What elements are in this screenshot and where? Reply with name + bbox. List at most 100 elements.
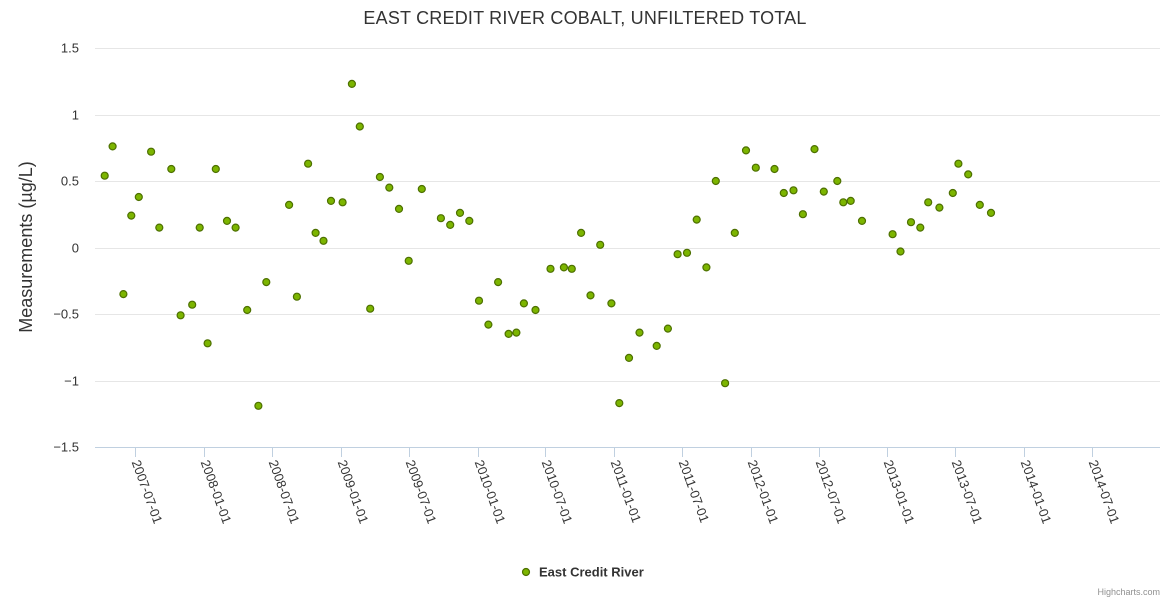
data-point[interactable]: [711, 176, 720, 186]
data-point[interactable]: [741, 146, 751, 155]
data-point[interactable]: [975, 200, 984, 209]
data-point[interactable]: [465, 216, 474, 225]
data-point[interactable]: [916, 223, 925, 232]
legend-label: East Credit River: [539, 565, 644, 580]
data-point[interactable]: [720, 379, 730, 388]
data-point[interactable]: [474, 296, 484, 305]
data-point[interactable]: [319, 236, 328, 245]
data-point[interactable]: [231, 223, 240, 232]
data-point[interactable]: [494, 278, 503, 287]
data-point[interactable]: [567, 264, 576, 273]
data-point[interactable]: [355, 122, 364, 131]
grid-lines: [95, 48, 1160, 382]
data-point[interactable]: [586, 291, 595, 300]
y-tick-label: −1: [64, 374, 79, 389]
data-point[interactable]: [292, 292, 301, 301]
data-point[interactable]: [147, 147, 156, 156]
data-point[interactable]: [751, 163, 760, 172]
data-point[interactable]: [624, 353, 634, 362]
data-point[interactable]: [833, 176, 842, 186]
data-point[interactable]: [211, 164, 220, 174]
data-point[interactable]: [546, 264, 555, 273]
data-point[interactable]: [134, 192, 143, 202]
data-point[interactable]: [155, 223, 164, 232]
data-point[interactable]: [167, 164, 176, 174]
data-point[interactable]: [896, 247, 905, 256]
data-point[interactable]: [954, 159, 963, 168]
data-point[interactable]: [326, 196, 336, 205]
data-point[interactable]: [176, 311, 185, 320]
data-point[interactable]: [338, 198, 347, 207]
data-point[interactable]: [673, 250, 682, 259]
data-point[interactable]: [311, 228, 320, 237]
data-point[interactable]: [188, 300, 197, 309]
data-point[interactable]: [119, 290, 128, 299]
data-point[interactable]: [692, 215, 701, 224]
data-point[interactable]: [243, 305, 252, 315]
data-point[interactable]: [730, 228, 739, 237]
data-point[interactable]: [559, 263, 569, 272]
data-point[interactable]: [404, 256, 413, 265]
legend-item-east-credit-river[interactable]: East Credit River: [521, 565, 644, 580]
x-tick-label: 2011-01-01: [608, 458, 645, 525]
data-point[interactable]: [986, 208, 996, 217]
data-point[interactable]: [519, 299, 529, 308]
data-point[interactable]: [663, 324, 673, 333]
data-point[interactable]: [375, 172, 384, 182]
data-point[interactable]: [484, 320, 493, 329]
data-point[interactable]: [127, 211, 136, 220]
data-point[interactable]: [770, 164, 779, 174]
data-point[interactable]: [846, 196, 855, 205]
data-point[interactable]: [635, 328, 644, 337]
data-point[interactable]: [417, 184, 426, 194]
data-point[interactable]: [948, 188, 957, 198]
data-point[interactable]: [576, 228, 586, 237]
x-tick-label: 2013-01-01: [881, 458, 918, 526]
data-point[interactable]: [935, 203, 944, 212]
data-point[interactable]: [789, 186, 798, 195]
data-point[interactable]: [394, 204, 404, 213]
data-point[interactable]: [682, 248, 692, 257]
data-point[interactable]: [839, 198, 848, 207]
data-point[interactable]: [446, 220, 455, 229]
data-point[interactable]: [652, 341, 661, 350]
data-point[interactable]: [702, 263, 711, 272]
data-point[interactable]: [100, 171, 109, 180]
data-point[interactable]: [857, 216, 867, 225]
data-point[interactable]: [262, 278, 271, 287]
data-point[interactable]: [347, 79, 356, 89]
series-east-credit-river[interactable]: [100, 79, 996, 410]
credits-link[interactable]: Highcharts.com: [1097, 587, 1160, 597]
data-point[interactable]: [222, 216, 232, 225]
data-point[interactable]: [964, 170, 973, 179]
data-point[interactable]: [436, 214, 445, 223]
data-point[interactable]: [512, 328, 521, 337]
data-point[interactable]: [798, 210, 808, 219]
data-point[interactable]: [108, 142, 117, 151]
x-tick-label: 2013-07-01: [949, 458, 986, 526]
data-point[interactable]: [531, 305, 540, 315]
data-point[interactable]: [596, 240, 605, 249]
data-point[interactable]: [779, 188, 788, 198]
y-tick-label: −0.5: [53, 307, 79, 322]
data-point[interactable]: [819, 187, 828, 196]
x-tick-label: 2010-07-01: [539, 458, 576, 526]
data-point[interactable]: [366, 304, 375, 313]
data-point[interactable]: [607, 299, 616, 308]
x-tick-label: 2009-01-01: [335, 458, 372, 526]
x-tick-label: 2014-01-01: [1018, 458, 1055, 526]
data-point[interactable]: [455, 208, 465, 217]
x-tick-label: 2010-01-01: [472, 458, 509, 526]
data-point[interactable]: [285, 200, 294, 209]
data-point[interactable]: [385, 183, 394, 192]
data-point[interactable]: [924, 198, 933, 207]
data-point[interactable]: [810, 145, 819, 154]
data-point[interactable]: [203, 339, 212, 348]
data-point[interactable]: [888, 230, 897, 239]
data-point[interactable]: [195, 223, 204, 232]
data-point[interactable]: [254, 401, 263, 410]
data-point[interactable]: [615, 399, 624, 408]
data-point[interactable]: [504, 329, 513, 338]
data-point[interactable]: [304, 159, 313, 168]
data-point[interactable]: [906, 218, 916, 227]
